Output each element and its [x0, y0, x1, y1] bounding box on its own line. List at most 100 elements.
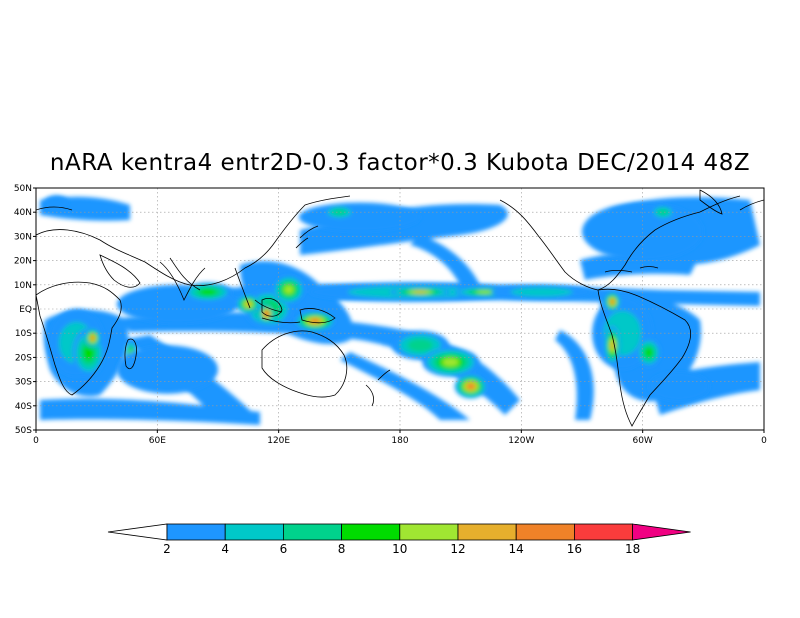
precip-cell [84, 328, 101, 348]
lat-tick-label: 30S [15, 378, 32, 388]
lat-tick-label: 10N [14, 281, 32, 291]
coast-india [159, 261, 206, 301]
precip-contour [648, 371, 710, 401]
coast-africa [36, 281, 122, 396]
coast-new-guinea [299, 308, 336, 324]
precip-contour [442, 358, 459, 367]
colorbar-max-arrow [632, 523, 691, 541]
precip-contour [199, 288, 217, 296]
colorbar-label: 12 [450, 542, 465, 556]
colorbar: 2 4 6 8 10 12 14 16 18 [107, 523, 691, 556]
longitude-axis: 0 60E 120E 180 120W 60W 0 [33, 430, 767, 446]
lat-tick-label: 40N [14, 208, 32, 218]
lat-tick-label: 20S [15, 353, 32, 363]
coast-south-america [597, 288, 691, 427]
coast-australia [261, 330, 348, 398]
colorbar-segment [399, 523, 459, 541]
lon-tick-label: 120E [267, 436, 290, 446]
lon-tick-label: 60E [149, 436, 166, 446]
precip-cell [422, 347, 479, 377]
chart-title: nARA kentra4 entr2D-0.3 factor*0.3 Kubot… [49, 150, 751, 176]
coast-madagascar [124, 338, 137, 370]
lat-tick-label: 50N [14, 184, 32, 194]
precip-cell [650, 204, 676, 220]
precip-cell [116, 345, 218, 394]
coast-greenland [699, 189, 723, 215]
lat-tick-label: 40S [15, 402, 32, 412]
precip-contour [412, 290, 428, 294]
lat-tick-label: EQ [19, 305, 32, 315]
colorbar-segment [282, 523, 342, 541]
colorbar-label: 2 [163, 542, 171, 556]
lat-tick-label: 50S [15, 426, 32, 436]
precip-contour [44, 195, 69, 210]
precip-cell [604, 292, 621, 312]
precip-contour [467, 383, 475, 389]
precip-cell [582, 202, 704, 261]
coastlines [36, 189, 764, 427]
precip-contour [332, 208, 347, 216]
colorbar-label: 8 [338, 542, 346, 556]
precip-contour [657, 208, 669, 216]
colorbar-label: 10 [392, 542, 407, 556]
coast-japan [295, 225, 319, 249]
precip-contour [510, 287, 573, 297]
precip-contour [284, 285, 294, 294]
precip-cell [491, 284, 593, 300]
precip-cell [604, 325, 621, 365]
precip-cell [648, 371, 710, 401]
precip-contour [407, 338, 433, 352]
coast-arabia [99, 254, 141, 288]
coast-europe [36, 199, 764, 211]
precip-contour [90, 336, 95, 341]
colorbar-label: 14 [509, 542, 524, 556]
lon-tick-label: 0 [33, 436, 39, 446]
map-gridlines [36, 188, 764, 430]
north-pacific-arm [410, 235, 480, 285]
colorbar-segment [457, 523, 517, 541]
precip-contour [610, 299, 615, 304]
precip-cell [44, 195, 69, 210]
precip-cell [454, 374, 487, 399]
precip-contour [610, 340, 615, 350]
coast-new-zealand [365, 369, 391, 407]
colorbar-label: 16 [567, 542, 582, 556]
lon-tick-label: 0 [761, 436, 767, 446]
colorbar-label: 6 [280, 542, 288, 556]
colorbar-min-arrow [107, 523, 168, 541]
precip-contour [582, 202, 704, 261]
lon-tick-label: 180 [391, 436, 408, 446]
lat-tick-label: 20N [14, 257, 32, 267]
precip-contour [476, 290, 494, 294]
precip-contour [298, 202, 421, 232]
colorbar-segment [224, 523, 284, 541]
precip-cell [389, 287, 451, 297]
lon-tick-label: 120W [508, 436, 534, 446]
precip-cell [272, 275, 305, 305]
colorbar-label: 18 [625, 542, 640, 556]
north-pacific-track [300, 204, 508, 255]
coast-north-america [499, 195, 741, 291]
colorbar-segment [574, 523, 634, 541]
colorbar-segment [341, 523, 401, 541]
precip-contour [82, 344, 95, 361]
southern-track-east [340, 352, 470, 420]
precip-cell [323, 204, 356, 220]
precip-cell [294, 311, 336, 331]
precip-cell [298, 202, 421, 232]
coast-se-asia [234, 267, 301, 324]
colorbar-segment [515, 523, 575, 541]
lat-tick-label: 10S [15, 329, 32, 339]
precip-cell [636, 338, 661, 368]
coast-borneo [261, 298, 283, 317]
coast-eurasia [36, 195, 351, 291]
colorbar-label: 4 [221, 542, 229, 556]
precip-contour [116, 345, 218, 394]
map-plot-area [36, 188, 764, 430]
lat-tick-label: 30N [14, 232, 32, 242]
precip-cell [183, 282, 233, 302]
southern-ocean-belt [40, 398, 260, 425]
colorbar-segment [166, 523, 226, 541]
precip-intensity-cells [44, 195, 710, 401]
